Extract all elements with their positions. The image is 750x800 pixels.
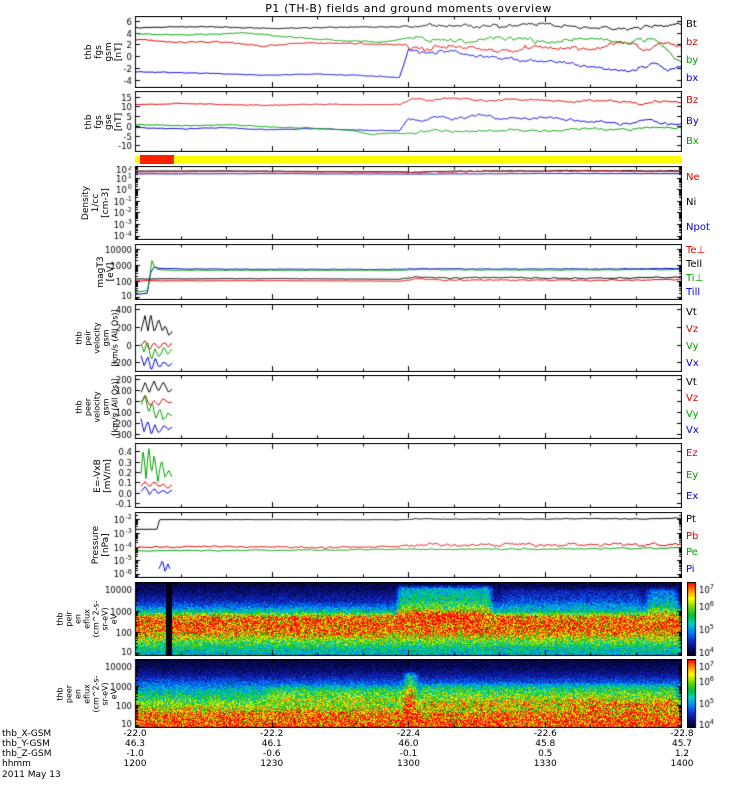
series-label-Vz: Vz: [686, 393, 699, 404]
panel-fgs_gse: [95, 91, 682, 152]
series-label-Vy: Vy: [686, 340, 699, 352]
panel-peir_velocity: [95, 304, 682, 372]
bottom-axis-value: 1400: [670, 759, 694, 769]
bottom-axis-value: 0.5: [538, 749, 553, 759]
bottom-axis-value: 46.1: [261, 739, 282, 749]
bottom-axis-value: 1.2: [674, 749, 690, 759]
panel-magT3: [95, 244, 682, 300]
colorbar-peir_eflux: [687, 582, 731, 656]
series-label-Te⊥: Te⊥: [686, 245, 706, 256]
ylabel-peir_velocity: thb peir velocity gsm [km/s (All Qs)]: [74, 309, 120, 367]
series-label-Ey: Ey: [686, 469, 699, 481]
bottom-axis-value: 45.8: [535, 739, 556, 749]
plot-title: P1 (TH-B) fields and ground moments over…: [265, 2, 552, 15]
series-label-Pe: Pe: [686, 547, 698, 559]
bottom-row-label-2: thb_Z-GSM: [2, 749, 52, 759]
series-label-Ne: Ne: [686, 172, 700, 184]
bottom-axis-value: 46.0: [398, 739, 419, 749]
series-label-Vt: Vt: [686, 377, 697, 388]
series-label-by: by: [686, 55, 699, 66]
ylabel-peer_eflux: thb peer en eflux (cm^2-s- sr-eV) eV: [55, 674, 119, 713]
bottom-axis-value: -22.8: [670, 729, 694, 739]
ylabel-pressure: Pressure [nPa]: [91, 525, 111, 565]
quality-bar-red: [139, 155, 174, 164]
series-label-Tell: Tell: [686, 259, 703, 270]
series-label-Vy: Vy: [686, 409, 699, 420]
bottom-axis-value: 45.7: [671, 739, 693, 749]
series-label-Ni: Ni: [686, 197, 697, 208]
series-label-Ex: Ex: [686, 491, 699, 503]
series-label-Bz: Bz: [686, 95, 699, 107]
series-label-Vx: Vx: [686, 357, 699, 369]
series-label-Pb: Pb: [686, 530, 699, 542]
bottom-axis-value: 46.3: [124, 739, 146, 749]
bottom-axis-value: 1330: [533, 759, 557, 769]
series-label-By: By: [686, 115, 699, 127]
date-label: 2011 May 13: [2, 770, 61, 780]
series-label-Till: Till: [686, 287, 701, 298]
bottom-axis-value: 1230: [260, 759, 284, 769]
panel-peer_velocity: [95, 375, 682, 439]
ylabel-fgs_gsm: thb fgs gsm [nT]: [84, 42, 124, 62]
panel-peir_eflux: [95, 582, 682, 656]
ylabel-peir_eflux: thb peir en eflux (cm^2-s- sr-eV) eV: [55, 600, 119, 638]
bottom-row-label-3: hhmm: [2, 759, 31, 769]
panel-fgs_gsm: [95, 16, 682, 88]
bottom-axis-value: 1200: [123, 759, 147, 769]
series-label-Pt: Pt: [686, 514, 696, 526]
ylabel-efield: E=-VxB [mV/m]: [93, 458, 113, 493]
series-label-Bx: Bx: [686, 135, 699, 147]
bottom-axis-value: -22.0: [123, 729, 147, 739]
series-label-bz: bz: [686, 37, 698, 48]
ylabel-peer_velocity: thb peer velocity gsm [km/s (All Qs)]: [74, 378, 120, 436]
panel-efield: [95, 443, 682, 508]
series-label-Vz: Vz: [686, 323, 699, 335]
series-label-Vt: Vt: [686, 306, 697, 318]
series-label-bx: bx: [686, 73, 699, 84]
bottom-axis-value: -22.2: [260, 729, 284, 739]
series-label-Pi: Pi: [686, 563, 695, 575]
bottom-row-label-0: thb_X-GSM: [2, 729, 52, 739]
panel-pressure: [95, 512, 682, 578]
series-label-Ti⊥: Ti⊥: [686, 273, 704, 284]
bottom-axis-value: -22.4: [396, 729, 421, 739]
series-label-Npot: Npot: [686, 221, 710, 233]
ylabel-density: Density 1/cc [cm-3]: [81, 185, 111, 221]
bottom-axis-value: -22.6: [533, 729, 557, 739]
bottom-axis-value: -0.6: [262, 749, 281, 759]
ylabel-magT3: magT3 [eV]: [96, 256, 116, 288]
ylabel-fgs_gse: thb fgs gse [nT]: [84, 112, 124, 131]
quality-bar-yellow: [135, 156, 682, 163]
series-label-Ez: Ez: [686, 447, 698, 459]
bottom-axis-value: 1300: [397, 759, 420, 769]
bottom-axis-value: -0.1: [399, 749, 418, 759]
panel-peer_eflux: [95, 659, 682, 728]
panel-density: [95, 166, 682, 240]
bottom-row-label-1: thb_Y-GSM: [2, 739, 50, 749]
colorbar-peer_eflux: [687, 659, 731, 728]
series-label-Vx: Vx: [686, 425, 699, 436]
bottom-axis-value: -1.0: [126, 749, 144, 759]
series-label-Bt: Bt: [686, 19, 697, 30]
